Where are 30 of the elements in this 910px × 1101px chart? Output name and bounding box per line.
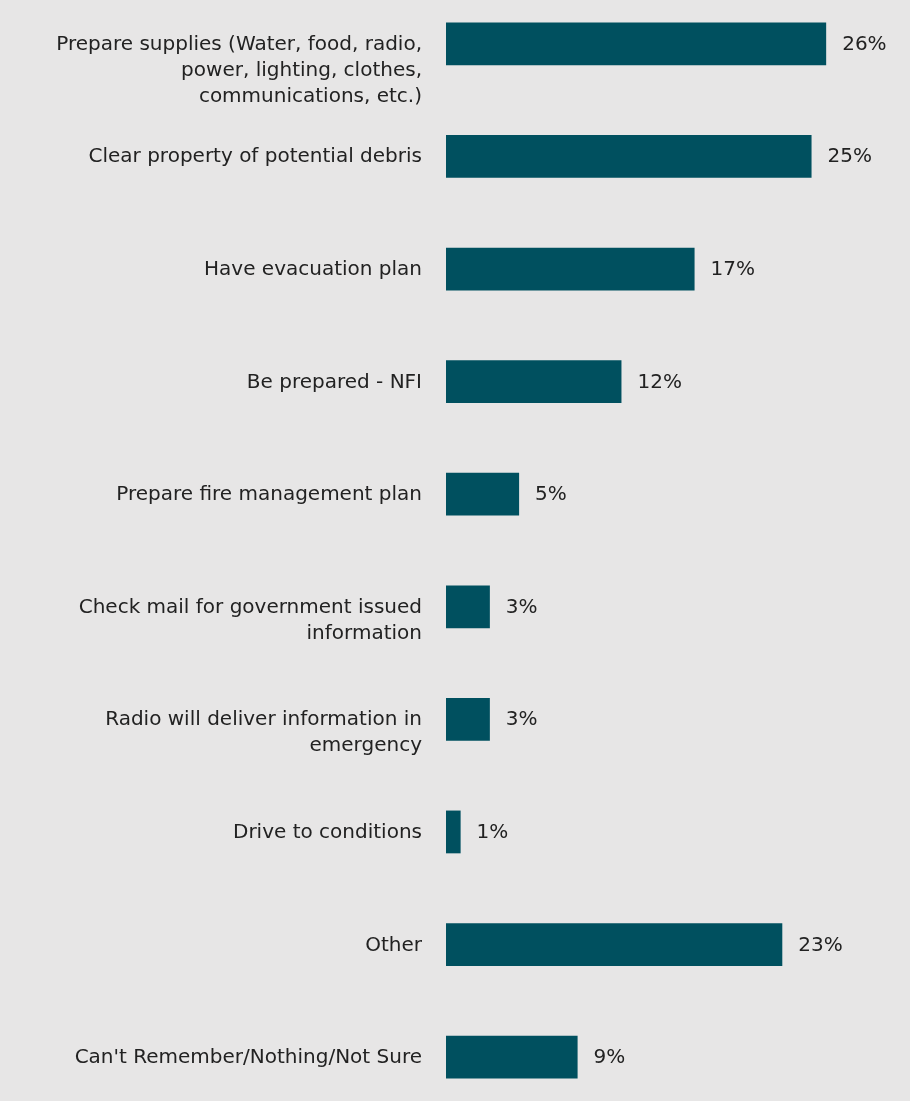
bar	[446, 135, 812, 178]
bar	[446, 923, 783, 966]
data-label: 25%	[827, 143, 872, 168]
data-label: 3%	[505, 706, 538, 731]
data-label: 23%	[798, 931, 843, 956]
y-tick-label: Have evacuation plan	[204, 256, 422, 281]
bar	[446, 472, 520, 516]
data-label: 17%	[710, 256, 756, 281]
y-tick-label: Can't Remember/Nothing/Not Sure	[74, 1044, 422, 1069]
data-label: 9%	[593, 1044, 626, 1069]
y-tick-label: Other	[365, 931, 423, 956]
data-label: 3%	[505, 593, 538, 618]
y-tick-label: Prepare supplies (Water, food, radio, power, lighting, clothes, communications, etc.)	[56, 30, 422, 107]
data-label: 26%	[842, 30, 887, 55]
bar	[446, 697, 490, 741]
y-tick-label: Be prepared - NFI	[246, 368, 422, 393]
data-label: 1%	[476, 818, 509, 843]
y-tick-label: Check mail for government issued information	[78, 593, 422, 644]
bar	[446, 360, 622, 404]
data-label: 5%	[535, 481, 567, 506]
bar	[446, 585, 490, 629]
y-tick-label: Radio will deliver information in emergency	[105, 706, 423, 757]
bar	[446, 1035, 578, 1079]
bar	[446, 22, 827, 66]
bar	[446, 810, 461, 854]
y-tick-label: Clear property of potential debris	[88, 143, 422, 168]
y-tick-label: Prepare fire management plan	[116, 481, 422, 506]
data-label: 12%	[637, 368, 682, 393]
bar	[446, 247, 695, 291]
y-tick-label: Drive to conditions	[232, 818, 422, 843]
